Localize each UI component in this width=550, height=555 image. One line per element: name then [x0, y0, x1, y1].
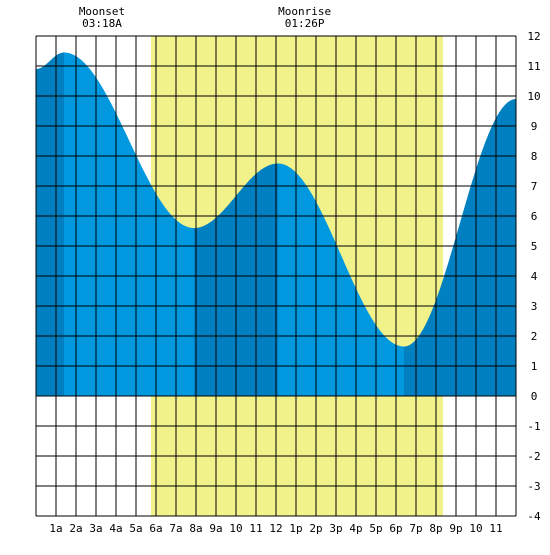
moon-event-name: Moonrise	[278, 5, 331, 18]
x-tick-label: 2a	[69, 522, 82, 535]
y-tick-label: 12	[527, 30, 540, 43]
x-tick-label: 8a	[189, 522, 202, 535]
y-tick-label: -1	[527, 420, 540, 433]
x-tick-label: 9p	[449, 522, 462, 535]
y-tick-label: 10	[527, 90, 540, 103]
x-tick-label: 7p	[409, 522, 422, 535]
x-tick-label: 4a	[109, 522, 122, 535]
x-tick-label: 2p	[309, 522, 322, 535]
y-tick-label: 11	[527, 60, 540, 73]
x-tick-label: 1p	[289, 522, 302, 535]
y-tick-label: 7	[531, 180, 538, 193]
x-tick-label: 8p	[429, 522, 442, 535]
x-tick-label: 11	[249, 522, 262, 535]
x-tick-label: 10	[229, 522, 242, 535]
x-tick-label: 3a	[89, 522, 102, 535]
x-tick-label: 5p	[369, 522, 382, 535]
x-tick-label: 1a	[49, 522, 62, 535]
y-tick-label: 5	[531, 240, 538, 253]
grid-layer	[35, 35, 517, 517]
x-tick-label: 4p	[349, 522, 362, 535]
moon-event-time: 03:18A	[82, 17, 122, 30]
x-tick-label: 11	[489, 522, 502, 535]
moon-event-time: 01:26P	[285, 17, 325, 30]
tide-segment	[36, 52, 64, 396]
y-tick-label: -4	[527, 510, 541, 523]
x-tick-label: 6a	[149, 522, 162, 535]
x-tick-label: 3p	[329, 522, 342, 535]
y-tick-label: 3	[531, 300, 538, 313]
x-tick-label: 10	[469, 522, 482, 535]
y-tick-label: -3	[527, 480, 540, 493]
y-tick-label: 1	[531, 360, 538, 373]
x-tick-label: 5a	[129, 522, 142, 535]
y-tick-label: 4	[531, 270, 538, 283]
x-tick-label: 9a	[209, 522, 222, 535]
y-tick-label: -2	[527, 450, 540, 463]
x-tick-label: 6p	[389, 522, 402, 535]
moon-event-name: Moonset	[79, 5, 125, 18]
y-tick-label: 2	[531, 330, 538, 343]
y-tick-label: 8	[531, 150, 538, 163]
x-tick-label: 12	[269, 522, 282, 535]
y-tick-label: 6	[531, 210, 538, 223]
x-tick-label: 7a	[169, 522, 182, 535]
y-tick-label: 0	[531, 390, 538, 403]
y-tick-label: 9	[531, 120, 538, 133]
